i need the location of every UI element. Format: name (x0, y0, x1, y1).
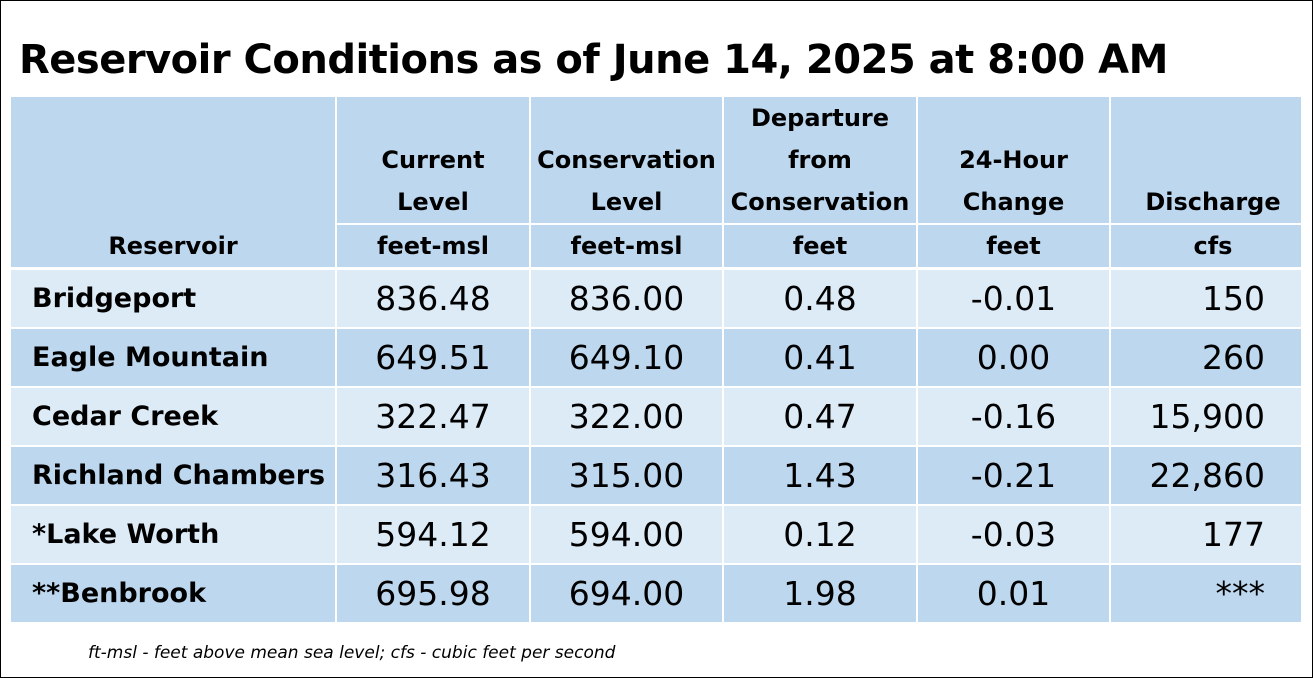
discharge-cell: 15,900 (1110, 386, 1301, 446)
change-cell: 0.00 (917, 327, 1111, 387)
conservation-level-cell: 322.00 (530, 386, 724, 446)
current-level-cell: 836.48 (336, 267, 531, 328)
discharge-cell: *** (1110, 563, 1301, 622)
header-line: Change (962, 188, 1065, 216)
departure-cell: 1.43 (723, 445, 918, 505)
reservoir-name: *Lake Worth (11, 504, 337, 564)
change-cell: -0.03 (917, 504, 1111, 564)
current-level-cell: 316.43 (336, 445, 531, 505)
change-cell: 0.01 (917, 563, 1111, 622)
change-cell: -0.16 (917, 386, 1111, 446)
page-title: Reservoir Conditions as of June 14, 2025… (19, 37, 1168, 83)
header-line: from (788, 146, 852, 174)
unit-current-level: feet-msl (336, 223, 531, 269)
discharge-cell: 150 (1110, 267, 1301, 328)
header-line: Level (590, 188, 663, 216)
header-unit-row: feet-msl feet-msl feet feet cfs (11, 223, 1301, 269)
conservation-level-cell: 315.00 (530, 445, 724, 505)
conservation-level-cell: 649.10 (530, 327, 724, 387)
unit-departure: feet (723, 223, 918, 269)
header-24-hour-change: 24-Hour Change (917, 97, 1111, 224)
departure-cell: 0.12 (723, 504, 918, 564)
header-discharge: Discharge (1110, 97, 1301, 224)
header-line: 24-Hour (959, 146, 1068, 174)
departure-cell: 0.47 (723, 386, 918, 446)
header-label-row: Reservoir Current Level Conservation Lev… (11, 97, 1301, 269)
departure-cell: 0.41 (723, 327, 918, 387)
current-level-cell: 594.12 (336, 504, 531, 564)
discharge-cell: 22,860 (1110, 445, 1301, 505)
table-row: *Lake Worth 594.12 594.00 0.12 -0.03 177 (11, 504, 1301, 564)
header-line: Conservation (730, 188, 910, 216)
change-cell: -0.01 (917, 267, 1111, 328)
reservoir-table: Reservoir Current Level Conservation Lev… (11, 97, 1301, 622)
discharge-cell: 177 (1110, 504, 1301, 564)
conservation-level-cell: 594.00 (530, 504, 724, 564)
header-line: Departure (750, 104, 890, 132)
header-departure: Departure from Conservation (723, 97, 918, 224)
departure-cell: 0.48 (723, 267, 918, 328)
discharge-cell: 260 (1110, 327, 1301, 387)
departure-cell: 1.98 (723, 563, 918, 622)
unit-24-hour-change: feet (917, 223, 1111, 269)
table-row: Cedar Creek 322.47 322.00 0.47 -0.16 15,… (11, 386, 1301, 446)
footnote: ft-msl - feet above mean sea level; cfs … (88, 643, 616, 663)
header-conservation-level: Conservation Level (530, 97, 724, 224)
reservoir-name: Bridgeport (11, 267, 337, 328)
reservoir-name: **Benbrook (11, 563, 337, 622)
change-cell: -0.21 (917, 445, 1111, 505)
header-line: Level (397, 188, 469, 216)
current-level-cell: 322.47 (336, 386, 531, 446)
table-row: Richland Chambers 316.43 315.00 1.43 -0.… (11, 445, 1301, 505)
reservoir-name: Cedar Creek (11, 386, 337, 446)
reservoir-name: Richland Chambers (11, 445, 337, 505)
table-row: Bridgeport 836.48 836.00 0.48 -0.01 150 (11, 267, 1301, 328)
table-row: Eagle Mountain 649.51 649.10 0.41 0.00 2… (11, 327, 1301, 387)
conservation-level-cell: 836.00 (530, 267, 724, 328)
header-line: Current (381, 146, 485, 174)
header-reservoir-label: Reservoir (108, 232, 238, 260)
reservoir-name: Eagle Mountain (11, 327, 337, 387)
header-current-level: Current Level (336, 97, 531, 224)
unit-discharge: cfs (1110, 223, 1301, 269)
table-row: **Benbrook 695.98 694.00 1.98 0.01 *** (11, 563, 1301, 622)
header-line: Discharge (1145, 188, 1281, 216)
header-line: Conservation (537, 146, 716, 174)
conservation-level-cell: 694.00 (530, 563, 724, 622)
header-reservoir: Reservoir (11, 97, 337, 269)
current-level-cell: 649.51 (336, 327, 531, 387)
current-level-cell: 695.98 (336, 563, 531, 622)
unit-conservation-level: feet-msl (530, 223, 724, 269)
